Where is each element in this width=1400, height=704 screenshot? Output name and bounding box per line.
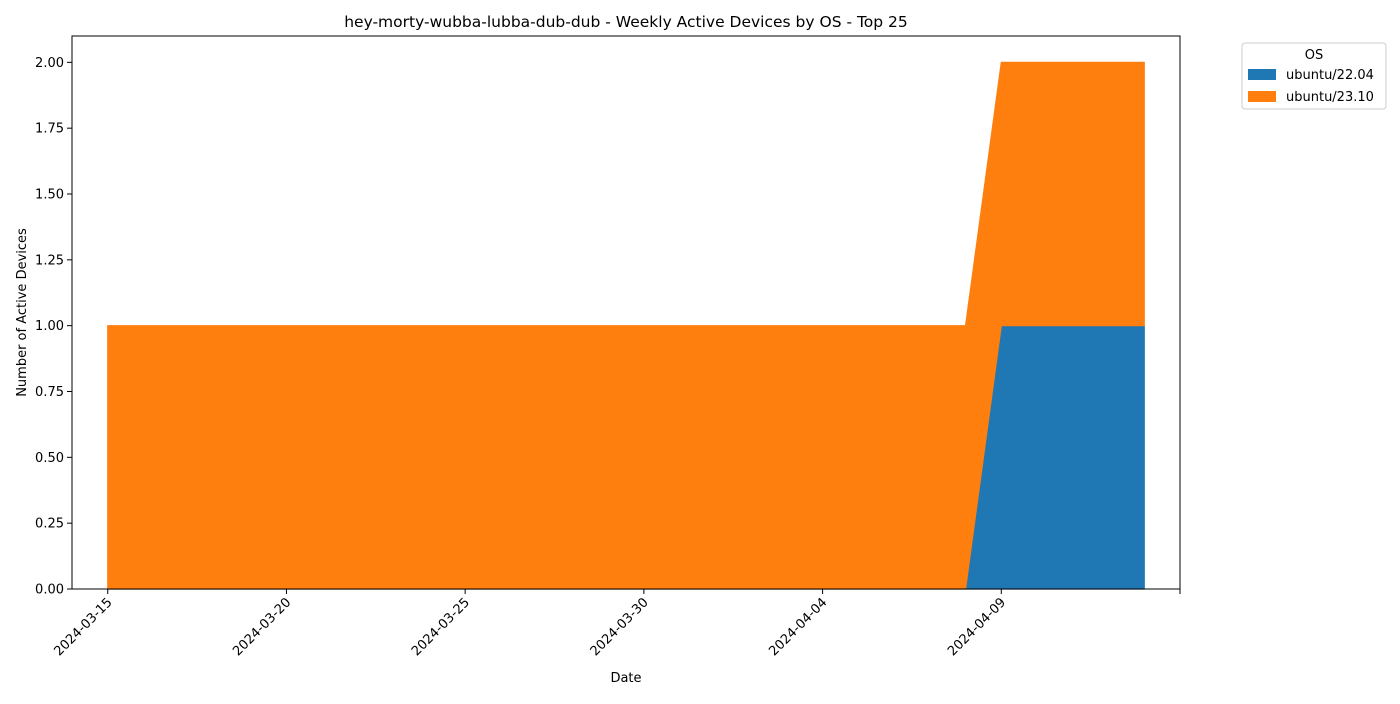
legend: OS ubuntu/22.04 ubuntu/23.10 <box>1241 42 1387 110</box>
plot-frame <box>71 35 1181 590</box>
y-tick-label: 1.75 <box>35 122 64 137</box>
y-tick-label: 0.50 <box>35 451 64 466</box>
x-tick-label: 2024-04-04 <box>766 595 830 659</box>
y-tick-label: 2.00 <box>35 56 64 71</box>
area-layer <box>107 61 1145 590</box>
legend-label: ubuntu/23.10 <box>1286 90 1374 105</box>
legend-swatch <box>1248 91 1276 102</box>
y-tick-label: 0.00 <box>35 583 64 598</box>
x-tick-label: 2024-04-09 <box>945 595 1009 659</box>
y-tick-label: 1.00 <box>35 319 64 334</box>
x-tick-label: 2024-03-25 <box>409 595 473 659</box>
x-tick-label: 2024-03-30 <box>588 595 652 659</box>
y-tick-label: 1.50 <box>35 188 64 203</box>
y-axis: 0.00 0.25 0.50 0.75 1.00 1.25 1.50 1.75 2.00 <box>35 56 72 598</box>
legend-items: ubuntu/22.04 ubuntu/23.10 <box>1248 68 1374 105</box>
legend-frame <box>1241 42 1387 110</box>
legend-swatch <box>1248 69 1276 80</box>
legend-title: OS <box>1305 48 1323 63</box>
y-tick-label: 0.25 <box>35 517 64 532</box>
x-tick-label: 2024-03-20 <box>230 595 294 659</box>
x-tick-label: 2024-03-15 <box>52 595 116 659</box>
y-tick-label: 0.75 <box>35 385 64 400</box>
x-axis-label: Date <box>610 671 641 686</box>
x-axis: 2024-03-15 2024-03-20 2024-03-25 2024-03-30… <box>52 589 1181 659</box>
chart-title: hey-morty-wubba-lubba-dub-dub - Weekly A… <box>344 13 908 31</box>
y-tick-label: 1.25 <box>35 253 64 268</box>
legend-label: ubuntu/22.04 <box>1286 68 1374 83</box>
y-axis-label: Number of Active Devices <box>15 228 30 397</box>
